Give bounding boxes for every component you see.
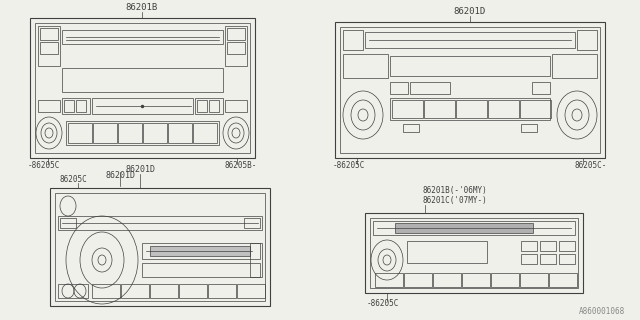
Bar <box>433 273 461 287</box>
Bar <box>390 98 550 120</box>
Bar <box>38 26 60 66</box>
Bar <box>118 123 142 143</box>
Bar <box>456 100 487 118</box>
Bar <box>150 284 178 298</box>
Bar <box>30 18 255 158</box>
Bar <box>559 254 575 264</box>
Bar <box>392 100 423 118</box>
Bar <box>40 28 58 40</box>
Bar <box>237 284 265 298</box>
Bar <box>491 273 519 287</box>
Bar <box>343 30 363 50</box>
Bar <box>179 284 207 298</box>
Bar <box>549 273 577 287</box>
Bar <box>244 218 260 228</box>
Bar <box>168 123 192 143</box>
Bar <box>142 243 260 259</box>
Bar <box>197 100 207 112</box>
Bar <box>55 193 265 301</box>
Bar <box>58 216 262 230</box>
Bar <box>58 284 88 298</box>
Bar <box>227 42 245 54</box>
Text: 86205C-: 86205C- <box>575 162 607 171</box>
Bar <box>375 273 403 287</box>
Bar <box>143 123 167 143</box>
Text: -86205C: -86205C <box>28 162 60 171</box>
Text: -86205C: -86205C <box>367 299 399 308</box>
Bar <box>521 241 537 251</box>
Bar <box>540 254 556 264</box>
Text: 86201C('07MY-): 86201C('07MY-) <box>422 196 488 205</box>
Bar <box>62 98 90 114</box>
Bar <box>532 82 550 94</box>
Bar <box>540 241 556 251</box>
Text: 86201D: 86201D <box>454 7 486 17</box>
Bar <box>50 188 270 306</box>
Text: 86201B(-'06MY): 86201B(-'06MY) <box>422 187 488 196</box>
Text: 86201B: 86201B <box>126 4 158 12</box>
Bar <box>76 100 86 112</box>
Bar <box>370 218 578 288</box>
Bar <box>390 56 550 76</box>
Bar <box>520 100 551 118</box>
Bar <box>373 221 575 235</box>
Bar <box>66 121 219 145</box>
Bar <box>365 32 575 48</box>
Text: 86205C: 86205C <box>60 175 88 185</box>
Bar <box>407 241 487 263</box>
Bar <box>35 23 250 153</box>
Bar <box>195 98 223 114</box>
Bar <box>40 42 58 54</box>
Bar <box>340 27 600 153</box>
Bar <box>365 213 583 293</box>
Bar <box>62 68 223 92</box>
Bar <box>225 26 247 66</box>
Bar <box>404 273 432 287</box>
Bar <box>68 123 92 143</box>
Bar <box>410 82 450 94</box>
Bar <box>395 223 533 233</box>
Bar <box>577 30 597 50</box>
Bar <box>142 263 260 277</box>
Bar <box>390 82 408 94</box>
Bar <box>92 98 193 114</box>
Text: 86201D: 86201D <box>105 172 135 180</box>
Bar <box>64 100 74 112</box>
Bar <box>193 123 217 143</box>
Bar <box>225 100 247 112</box>
Bar <box>62 30 223 44</box>
Bar <box>403 124 419 132</box>
Text: A860001068: A860001068 <box>579 308 625 316</box>
Bar <box>424 100 455 118</box>
Bar <box>552 54 597 78</box>
Bar <box>559 241 575 251</box>
Bar <box>250 243 262 277</box>
Bar <box>227 28 245 40</box>
Bar <box>60 218 76 228</box>
Text: 86201D: 86201D <box>125 165 155 174</box>
Bar <box>92 284 120 298</box>
Bar <box>521 254 537 264</box>
Bar <box>150 246 250 256</box>
Text: -86205C: -86205C <box>333 162 365 171</box>
Bar <box>208 284 236 298</box>
Bar <box>343 54 388 78</box>
Bar <box>521 124 537 132</box>
Bar <box>93 123 117 143</box>
Bar <box>335 22 605 158</box>
Bar <box>38 100 60 112</box>
Bar <box>209 100 219 112</box>
Bar <box>488 100 519 118</box>
Bar <box>462 273 490 287</box>
Bar <box>121 284 149 298</box>
Text: 86205B-: 86205B- <box>225 162 257 171</box>
Bar <box>520 273 548 287</box>
